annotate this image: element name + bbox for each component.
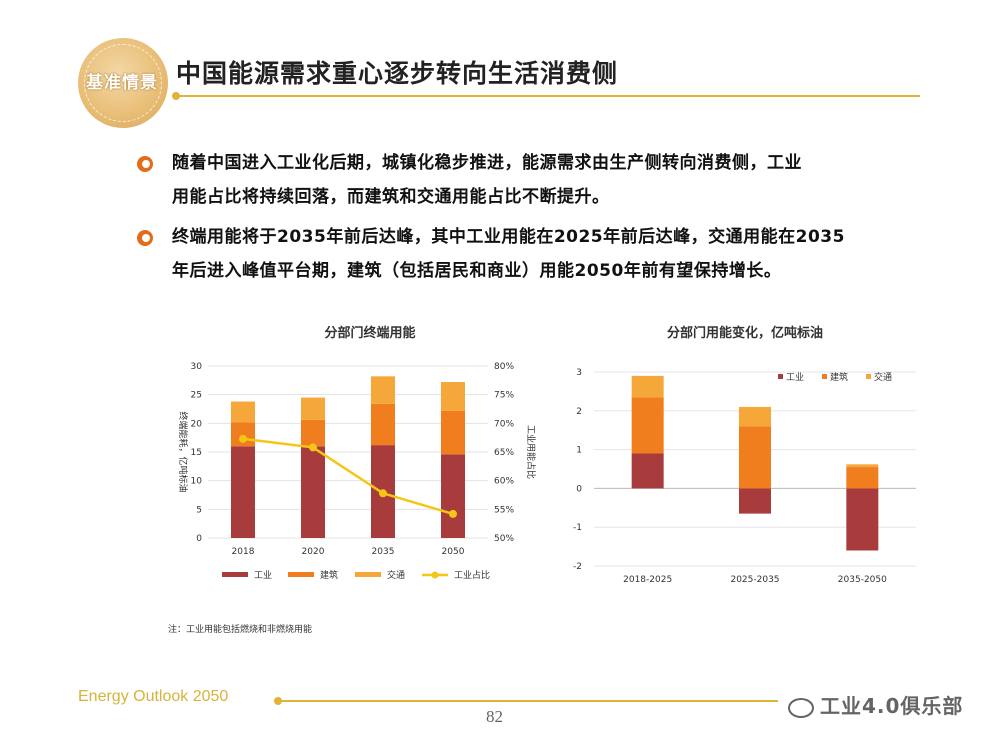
bar-segment bbox=[631, 453, 664, 489]
y-tick-label: 0 bbox=[576, 484, 582, 494]
legend-label: 建筑 bbox=[320, 569, 338, 581]
bar-segment bbox=[231, 446, 255, 538]
y-tick-label: 20 bbox=[191, 419, 203, 429]
legend-swatch bbox=[355, 572, 381, 577]
x-tick-label: 2020 bbox=[302, 547, 325, 557]
title-rule bbox=[176, 95, 920, 97]
chart-note: 注：工业用能包括燃烧和非燃烧用能 bbox=[168, 625, 313, 635]
bar-segment bbox=[301, 446, 325, 538]
y-tick-label: 0 bbox=[196, 534, 202, 544]
y-tick-label: 3 bbox=[576, 368, 582, 378]
bar-segment bbox=[441, 410, 465, 455]
wechat-icon bbox=[788, 697, 814, 718]
chart-1-title: 分部门终端用能 bbox=[324, 326, 416, 341]
page-title: 中国能源需求重心逐步转向生活消费侧 bbox=[176, 59, 619, 88]
bullet-1-line-1: 随着中国进入工业化后期，城镇化稳步推进，能源需求由生产侧转向消费侧，工业 bbox=[172, 153, 802, 173]
bullet-1-line-2: 用能占比将持续回落，而建筑和交通用能占比不断提升。 bbox=[172, 187, 610, 207]
y-tick-label: 15 bbox=[191, 448, 202, 458]
bar-segment bbox=[441, 454, 465, 538]
watermark: 工业4.0俱乐部 bbox=[788, 690, 963, 719]
y-tick-label: 1 bbox=[576, 446, 582, 456]
footer-rule bbox=[278, 700, 778, 702]
y2-tick-label: 75% bbox=[494, 391, 514, 401]
chart-1: 0 5 10 15 20 25 30 50% 55% 60% 65% 70% 75% 80% 终端能耗，亿吨… bbox=[177, 362, 537, 581]
line-point bbox=[309, 443, 317, 452]
y2-tick-label: 80% bbox=[494, 362, 514, 372]
bullet-2-line-2: 年后进入峰值平台期，建筑（包括居民和商业）用能2050年前有望保持增长。 bbox=[172, 261, 782, 281]
bar-segment bbox=[846, 464, 879, 468]
bar-segment bbox=[846, 467, 879, 489]
line-point bbox=[449, 509, 457, 518]
line-point bbox=[379, 489, 387, 498]
line-point bbox=[239, 434, 247, 443]
bar-segment bbox=[739, 488, 771, 514]
x-tick-label: 2035 bbox=[372, 547, 395, 557]
y-axis-label: 终端能耗，亿吨标油 bbox=[177, 411, 189, 492]
bar-segment bbox=[301, 419, 325, 447]
series-line bbox=[242, 437, 454, 516]
bar-segment bbox=[631, 397, 664, 454]
y-tick-label: -2 bbox=[573, 562, 582, 572]
legend-swatch bbox=[288, 572, 314, 577]
bar-segment bbox=[739, 426, 771, 489]
y2-tick-label: 65% bbox=[494, 448, 514, 458]
bar-segment bbox=[846, 488, 879, 551]
y-tick-label: 10 bbox=[191, 477, 203, 487]
y-tick-label: 30 bbox=[191, 362, 203, 372]
bar-segment bbox=[301, 397, 325, 420]
page-number: 82 bbox=[486, 707, 503, 726]
bullet-2-line-1: 终端用能将于2035年前后达峰，其中工业用能在2025年前后达峰，交通用能在20… bbox=[172, 227, 845, 247]
bullet-icon bbox=[137, 230, 153, 246]
y2-tick-label: 70% bbox=[494, 419, 514, 429]
legend-swatch bbox=[222, 572, 248, 577]
bar-segment bbox=[441, 382, 465, 411]
x-tick-label: 2025-2035 bbox=[730, 575, 779, 585]
legend-label: 建筑 bbox=[830, 371, 848, 383]
y-tick-label: 5 bbox=[196, 505, 202, 515]
chart-2-title: 分部门用能变化，亿吨标油 bbox=[666, 326, 823, 341]
legend-label: 工业 bbox=[786, 372, 804, 383]
legend-label: 工业 bbox=[254, 570, 272, 581]
legend-swatch bbox=[866, 374, 871, 379]
logo-ring bbox=[84, 44, 162, 122]
y2-tick-label: 55% bbox=[494, 505, 514, 515]
x-tick-label: 2050 bbox=[442, 547, 465, 557]
chart-2: -2 -1 0 1 2 3 2018-2025 2025-2035 2035-2050 工业 建筑 交… bbox=[573, 368, 916, 585]
y-tick-label: 25 bbox=[191, 391, 202, 401]
legend-label: 交通 bbox=[387, 569, 405, 581]
footer-brand: Energy Outlook 2050 bbox=[78, 688, 229, 705]
bar-segment bbox=[631, 375, 664, 398]
legend-swatch bbox=[822, 374, 827, 379]
y2-tick-label: 50% bbox=[494, 534, 514, 544]
bar-segment bbox=[371, 403, 395, 446]
y2-tick-label: 60% bbox=[494, 477, 514, 487]
y2-axis-label: 工业用能占比 bbox=[525, 425, 537, 479]
y-tick-label: -1 bbox=[573, 523, 582, 533]
legend-label: 工业占比 bbox=[454, 569, 490, 581]
logo-text: 基准情景 bbox=[86, 73, 158, 93]
legend-swatch bbox=[778, 374, 783, 379]
x-tick-label: 2018-2025 bbox=[623, 575, 672, 585]
bar-segment bbox=[739, 406, 771, 427]
logo-badge bbox=[78, 38, 168, 128]
bullet-icon bbox=[137, 156, 153, 172]
bar-segment bbox=[231, 401, 255, 423]
y-tick-label: 2 bbox=[576, 407, 582, 417]
watermark-text: 工业4.0俱乐部 bbox=[820, 694, 964, 718]
x-tick-label: 2018 bbox=[232, 547, 255, 557]
legend-swatch-marker bbox=[431, 571, 439, 579]
bar-segment bbox=[371, 376, 395, 404]
x-tick-label: 2035-2050 bbox=[838, 575, 887, 585]
legend-label: 交通 bbox=[874, 371, 892, 383]
